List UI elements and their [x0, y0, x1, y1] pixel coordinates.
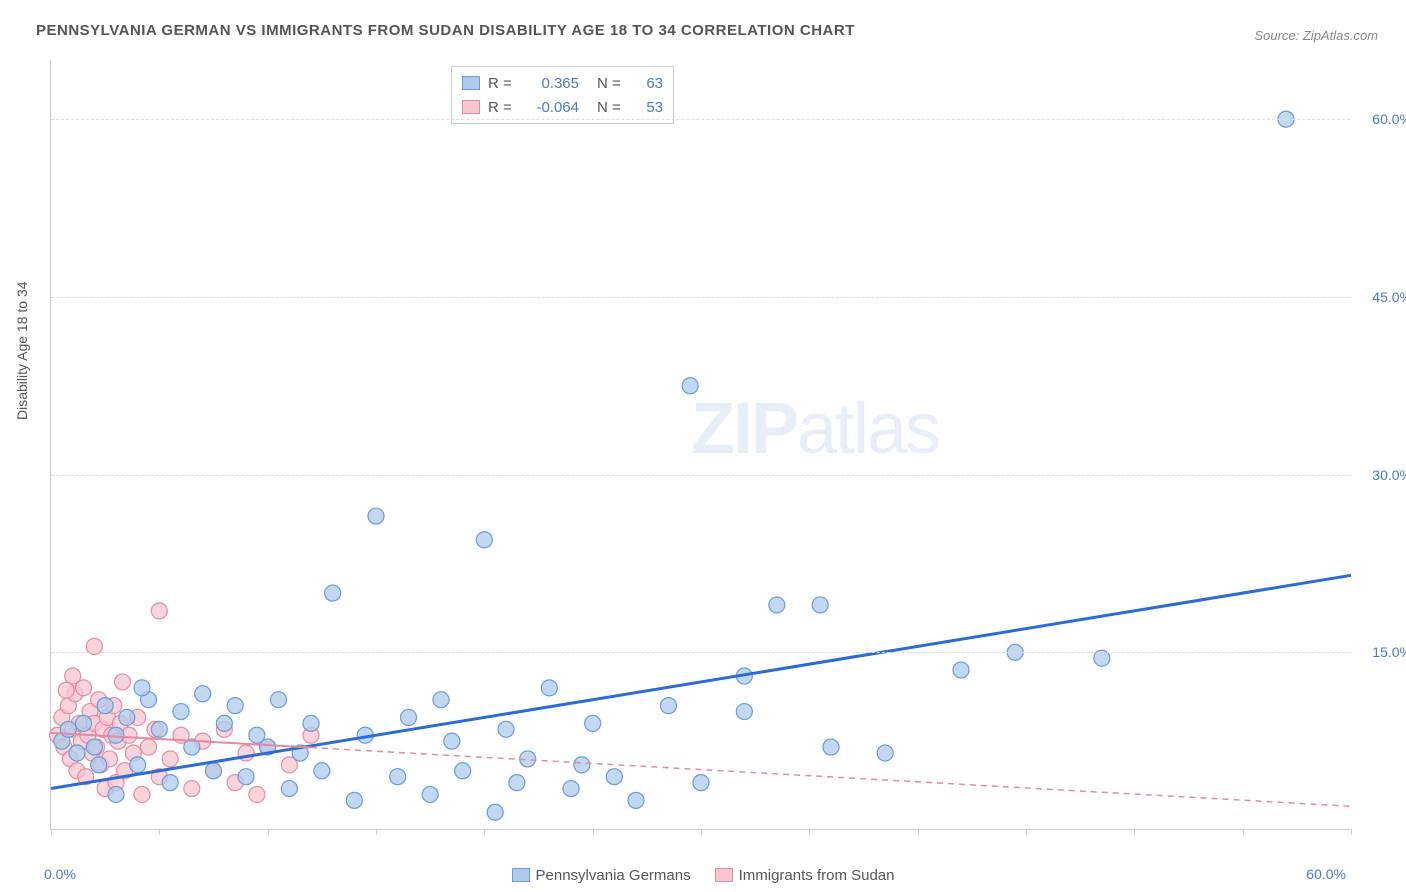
x-tick [1243, 829, 1244, 835]
x-tick [268, 829, 269, 835]
y-axis-label: Disability Age 18 to 34 [14, 281, 30, 420]
x-tick [159, 829, 160, 835]
x-tick [1134, 829, 1135, 835]
gridline [51, 475, 1350, 476]
gridline [51, 297, 1350, 298]
chart-title: PENNSYLVANIA GERMAN VS IMMIGRANTS FROM S… [36, 22, 855, 39]
x-tick [51, 829, 52, 835]
y-tick-label: 15.0% [1372, 644, 1406, 660]
x-tick [918, 829, 919, 835]
source-label: Source: ZipAtlas.com [1254, 28, 1378, 43]
x-tick [701, 829, 702, 835]
y-tick-label: 45.0% [1372, 289, 1406, 305]
legend-swatch [715, 868, 733, 882]
x-tick [484, 829, 485, 835]
gridline [51, 652, 1350, 653]
plot-svg [51, 60, 1350, 829]
y-tick-label: 60.0% [1372, 111, 1406, 127]
legend-item: Immigrants from Sudan [715, 867, 895, 884]
gridline [51, 119, 1350, 120]
legend-item: Pennsylvania Germans [512, 867, 691, 884]
chart-area: ZIPatlas R =0.365N =63R =-0.064N =53 15.… [50, 60, 1350, 830]
x-tick [593, 829, 594, 835]
legend-label: Pennsylvania Germans [536, 867, 691, 884]
y-tick-label: 30.0% [1372, 467, 1406, 483]
x-tick [1351, 829, 1352, 835]
bottom-legend: Pennsylvania Germans Immigrants from Suda… [0, 867, 1406, 887]
x-tick [1026, 829, 1027, 835]
legend-swatch [512, 868, 530, 882]
legend-label: Immigrants from Sudan [739, 867, 895, 884]
x-tick [809, 829, 810, 835]
x-tick [376, 829, 377, 835]
